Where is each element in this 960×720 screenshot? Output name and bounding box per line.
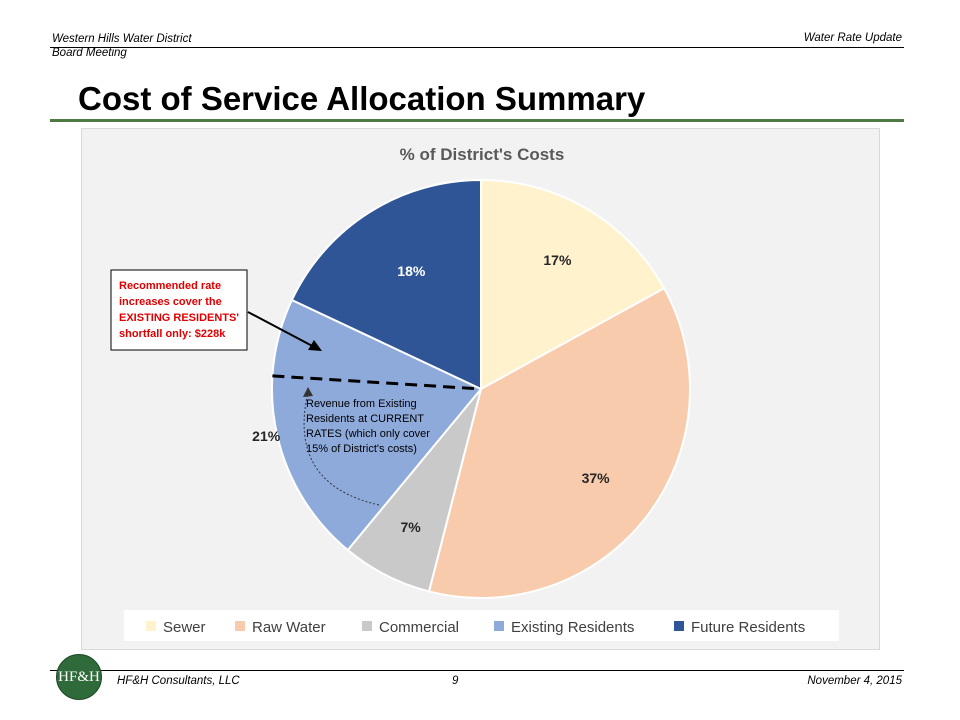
inner-note-line: RATES (which only cover xyxy=(306,428,430,440)
footer-page-number: 9 xyxy=(452,675,459,687)
slide-title: Cost of Service Allocation Summary xyxy=(78,80,646,117)
callout-arrowhead xyxy=(308,340,322,351)
meeting-name: Board Meeting xyxy=(52,47,127,59)
org-name: Western Hills Water District xyxy=(52,33,192,45)
data-label-existing-residents: 21% xyxy=(252,428,281,444)
inner-note-line: Revenue from Existing xyxy=(306,398,417,410)
inner-note-line: 15% of District's costs) xyxy=(306,443,417,455)
pie-slice-future-residents xyxy=(290,178,482,391)
inner-note-line: Residents at CURRENT xyxy=(306,413,424,425)
callout-line: EXISTING RESIDENTS' xyxy=(119,312,239,324)
header-divider xyxy=(50,47,904,48)
header-left: Western Hills Water District Board Meeti… xyxy=(52,32,192,60)
legend-label: Commercial xyxy=(379,619,459,636)
legend-label: Future Residents xyxy=(691,619,805,636)
data-label-future-residents: 18% xyxy=(397,263,426,279)
pie-slice-existing-residents xyxy=(271,298,483,552)
footer-divider xyxy=(50,670,904,671)
legend-label: Sewer xyxy=(163,619,206,636)
header-topic: Water Rate Update xyxy=(803,32,902,44)
pie-slice-sewer xyxy=(480,178,666,391)
pie-slice-raw-water xyxy=(427,286,691,599)
chart-area: % of District's Costs Recommended rate in… xyxy=(81,128,880,650)
legend-swatch xyxy=(146,621,156,631)
company-logo: HF&H xyxy=(56,654,102,700)
current-rates-divider xyxy=(272,374,482,391)
callout-line: increases cover the xyxy=(119,296,222,308)
inner-note-arrow xyxy=(303,391,380,506)
legend-label: Existing Residents xyxy=(511,619,634,636)
data-label-sewer: 17% xyxy=(543,252,572,268)
pie-chart: % of District's Costs Recommended rate in… xyxy=(110,145,839,641)
callout-line: shortfall only: $228k xyxy=(119,328,226,340)
footer-company: HF&H Consultants, LLC xyxy=(117,675,240,687)
legend-swatch xyxy=(362,621,372,631)
data-label-commercial: 7% xyxy=(400,519,421,535)
callout-box xyxy=(110,269,248,351)
legend-swatch xyxy=(494,621,504,631)
legend-label: Raw Water xyxy=(252,619,326,636)
inner-note-arrowhead xyxy=(303,387,313,397)
data-label-raw-water: 37% xyxy=(582,470,611,486)
footer-date: November 4, 2015 xyxy=(807,675,902,687)
callout-arrow xyxy=(247,311,319,350)
logo-text: HF&H xyxy=(58,668,100,685)
title-underline xyxy=(50,119,904,122)
callout-line: Recommended rate xyxy=(119,280,221,292)
legend-swatch xyxy=(674,621,684,631)
legend-swatch xyxy=(235,621,245,631)
chart-title: % of District's Costs xyxy=(400,145,565,164)
